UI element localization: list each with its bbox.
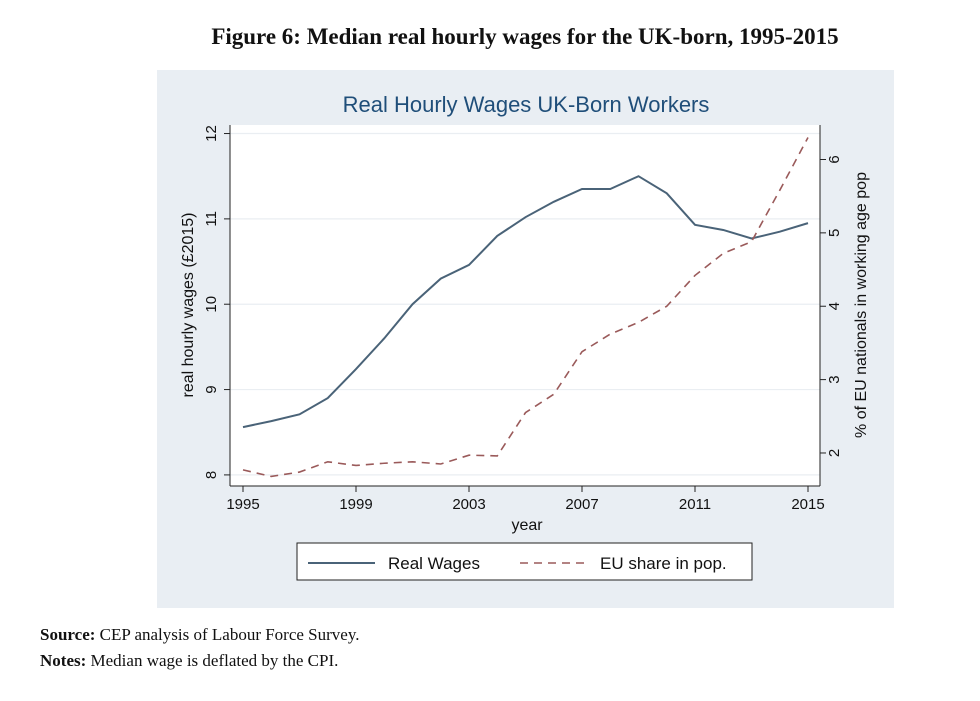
figure-title: Figure 6: Median real hourly wages for t… xyxy=(211,24,839,49)
x-tick-label: 2003 xyxy=(452,496,485,513)
x-tick-label: 2015 xyxy=(791,496,824,513)
y-tick-label: 9 xyxy=(203,385,220,393)
legend-label-eu-share: EU share in pop. xyxy=(600,554,727,573)
source-text: CEP analysis of Labour Force Survey. xyxy=(99,625,360,644)
plot-area xyxy=(230,125,820,486)
y2-tick-label: 4 xyxy=(826,302,843,310)
x-tick-label: 2007 xyxy=(565,496,598,513)
notes-text: Median wage is deflated by the CPI. xyxy=(90,651,339,670)
y2-tick-label: 3 xyxy=(826,375,843,383)
notes-label: Notes: xyxy=(40,651,87,670)
legend: Real Wages EU share in pop. xyxy=(296,542,753,581)
legend-label-real-wages: Real Wages xyxy=(388,554,480,573)
source-note: Source: CEP analysis of Labour Force Sur… xyxy=(40,625,360,645)
y2-tick-label: 5 xyxy=(826,229,843,237)
chart-title: Real Hourly Wages UK-Born Workers xyxy=(343,92,710,117)
x-axis-label: year xyxy=(511,517,543,534)
y2-tick-label: 6 xyxy=(826,155,843,163)
x-tick-label: 2011 xyxy=(679,496,711,513)
y-tick-label: 8 xyxy=(203,471,220,479)
x-tick-label: 1995 xyxy=(226,496,259,513)
x-tick-label: 1999 xyxy=(339,496,372,513)
y2-axis-label: % of EU nationals in working age pop xyxy=(853,172,870,438)
y-axis-label: real hourly wages (£2015) xyxy=(180,213,197,398)
y-tick-label: 10 xyxy=(203,296,220,313)
y2-tick-label: 2 xyxy=(826,449,843,457)
notes-note: Notes: Median wage is deflated by the CP… xyxy=(40,651,338,671)
y-tick-label: 11 xyxy=(203,211,220,227)
y-tick-label: 12 xyxy=(203,125,220,142)
source-label: Source: xyxy=(40,625,96,644)
